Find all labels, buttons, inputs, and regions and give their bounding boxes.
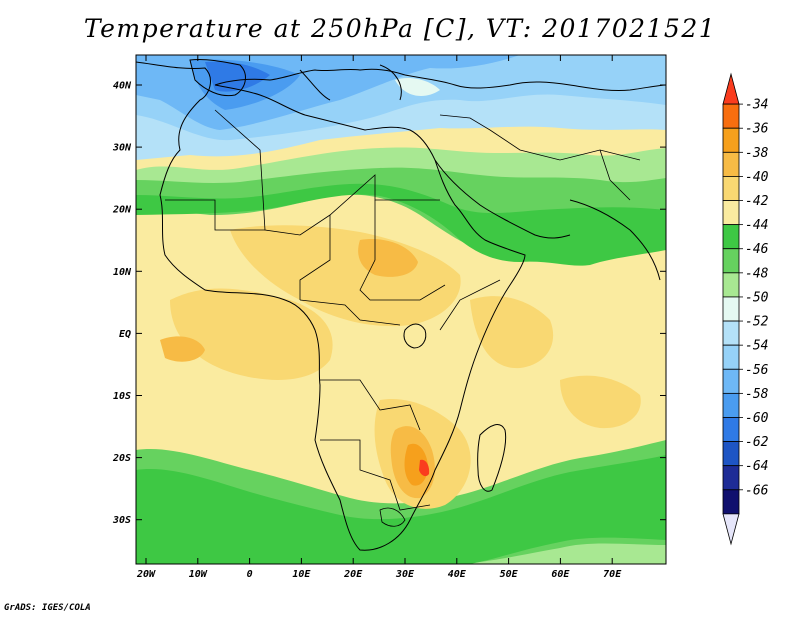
lon-tick-label: 40E (448, 569, 467, 580)
lat-tick-label: 20S (112, 453, 131, 464)
lon-tick-label: 60E (551, 569, 570, 580)
border-pakistan-india (599, 149, 631, 201)
colorbar-label: -56 (745, 363, 769, 378)
colorbar-segment (722, 272, 740, 298)
lat-tick-label: 10S (113, 391, 131, 402)
border-sahara-west (165, 199, 265, 231)
colorbar-label: -46 (745, 242, 769, 257)
colorbar-label: -62 (745, 435, 769, 450)
lat-axis: 40N 30N 20N 10N EQ 10S 20S 30S (112, 81, 666, 526)
lon-tick-label: 20W (136, 569, 156, 580)
plot-frame (135, 54, 667, 565)
colorbar-segment (722, 465, 740, 491)
colorbar-segment (722, 176, 740, 201)
colorbar-segment (722, 127, 740, 153)
colorbar-segment (722, 296, 740, 322)
colorbar-segment (722, 441, 740, 467)
border-lesotho (379, 507, 406, 527)
lon-tick-label: 20E (343, 569, 363, 580)
lon-tick-label: 30E (395, 569, 415, 580)
colorbar-segment (722, 320, 740, 346)
colorbar-label: -36 (745, 122, 769, 137)
india-coast (569, 199, 661, 281)
lon-tick-label: 50E (500, 569, 519, 580)
lat-tick-label: 10N (113, 267, 132, 278)
colorbar-label: -66 (745, 483, 769, 498)
lon-tick-label: 10E (292, 569, 311, 580)
colorbar-segment (722, 489, 740, 515)
colorbar-label: -42 (745, 194, 769, 209)
iberia (189, 59, 246, 97)
lon-axis: 20W 10W 0 10E 20E 30E 40E 50E 60E 70E (136, 55, 622, 580)
border-namibia-botswana (320, 439, 431, 511)
colorbar-segment (722, 151, 740, 177)
colorbar-bottom-cap (722, 513, 740, 546)
colorbar-label: -58 (745, 387, 769, 402)
field-patch-52 (395, 78, 440, 96)
field-patch-42e (560, 375, 641, 429)
lake-victoria (403, 323, 427, 349)
colorbar-segment (722, 344, 740, 370)
field-patch-40c (358, 239, 418, 277)
lon-tick-label: 10W (189, 569, 208, 580)
colorbar-label: -38 (745, 146, 769, 161)
field-band-46 (136, 183, 666, 266)
border-east-africa (439, 279, 501, 331)
lat-tick-label: 30S (112, 515, 131, 526)
colorbar-label: -44 (745, 218, 768, 233)
colorbar-segment (722, 224, 740, 250)
colorbar-segment (722, 417, 740, 442)
colorbar-segment (722, 368, 740, 394)
colorbar-segment (722, 103, 740, 129)
lat-tick-label: 20N (112, 205, 132, 216)
border-niger-chad (299, 215, 331, 300)
colorbar-label: -50 (745, 290, 769, 305)
border-angola-zambia (320, 379, 421, 431)
field-patch-38 (404, 443, 428, 486)
colorbar-top-cap (722, 72, 740, 105)
madagascar (477, 424, 507, 492)
italy (299, 69, 331, 101)
lon-tick-label: 70E (603, 569, 622, 580)
coastlines (136, 59, 666, 551)
field-patch-42d (470, 296, 554, 369)
colorbar-segment (722, 200, 740, 226)
colorbar-label: -54 (745, 339, 768, 354)
colorbar-label: -64 (745, 459, 768, 474)
colorbar-segment (722, 248, 740, 274)
colorbar-label: -52 (745, 315, 769, 330)
colorbar-label: -60 (745, 411, 769, 426)
map-title: Temperature at 250hPa [C], VT: 201702152… (83, 14, 717, 43)
colorbar-segment (722, 392, 740, 418)
mediterranean-north (214, 68, 406, 86)
colorbar-label: -34 (745, 98, 768, 113)
field-patch-34 (419, 459, 430, 477)
field-band-62 (205, 61, 270, 92)
border-north-africa (214, 109, 440, 236)
border-central (299, 299, 401, 326)
africa-coast (136, 61, 526, 551)
lat-tick-label: 40N (113, 81, 132, 92)
greece (379, 64, 402, 101)
colorbar-label: -40 (745, 170, 769, 185)
credit-label: GrADS: IGES/COLA (4, 603, 91, 613)
lon-tick-label: 0 (247, 569, 253, 580)
border-chad-sudan (359, 200, 446, 301)
lat-tick-label: EQ (119, 329, 131, 340)
lat-tick-label: 30N (112, 143, 132, 154)
temperature-field (136, 55, 666, 564)
asia-north (404, 74, 666, 91)
colorbar: -34 -36 -38 -40 -42 -44 -46 -48 -50 -52 -54 -56 -58 -… (722, 72, 769, 546)
field-patch-40a (160, 336, 205, 362)
country-borders (165, 109, 641, 527)
colorbar-label: -48 (745, 266, 769, 281)
field-band-south-46 (136, 455, 666, 564)
field-patch-42a (170, 288, 333, 380)
arabian-coast (434, 159, 571, 239)
